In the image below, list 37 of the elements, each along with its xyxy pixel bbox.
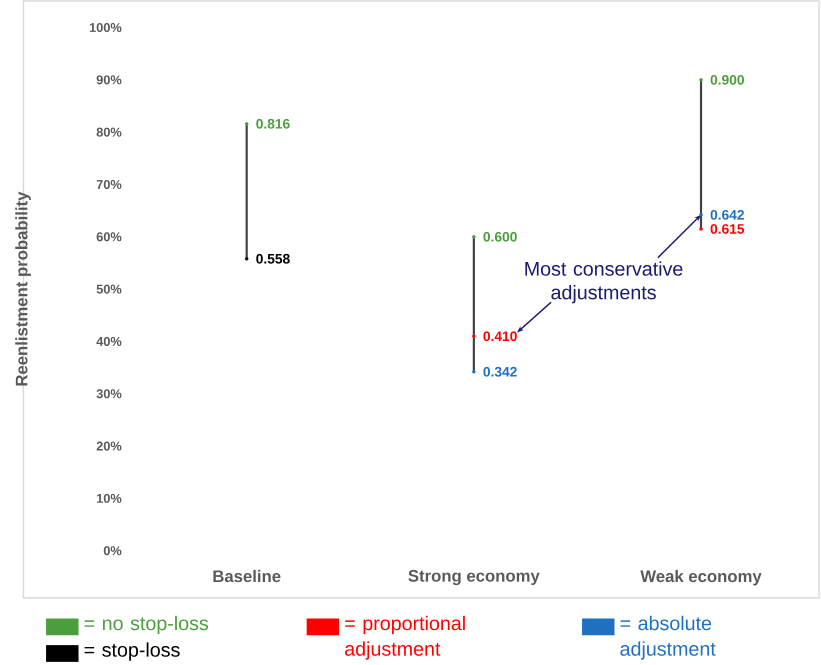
legend-label: = no stop-loss [84, 616, 208, 634]
y-tick-label: 0% [104, 546, 122, 556]
data-label: 0.900 [710, 75, 744, 85]
x-tick-label: Baseline [213, 570, 280, 582]
y-tick-label: 10% [96, 494, 122, 504]
y-tick-label: 30% [96, 389, 122, 398]
legend-label: = stop-loss [84, 642, 180, 661]
point [472, 235, 476, 239]
point [472, 334, 476, 338]
legend-label: = proportional adjustment [345, 616, 465, 660]
data-label: 0.342 [483, 367, 517, 377]
data-label: 0.642 [710, 210, 744, 220]
data-label: 0.816 [256, 119, 290, 129]
y-tick-label: 80% [96, 128, 122, 137]
point [472, 370, 476, 374]
y-tick-label: 70% [96, 180, 122, 190]
legend-label: = absolute adjustment [620, 616, 716, 660]
annotation: Most conservative adjustments [525, 261, 682, 304]
x-tick-label: Weak economy [640, 570, 762, 586]
data-label: 0.615 [710, 224, 744, 234]
point [699, 78, 703, 82]
y-tick-label: 90% [96, 75, 122, 84]
y-tick-label: 100% [90, 23, 122, 32]
y-axis-title: Reenlistment probability [15, 192, 31, 386]
y-tick-label: 60% [96, 232, 122, 242]
y-tick-label: 20% [96, 442, 122, 451]
x-tick-label: Strong economy [408, 570, 540, 586]
data-label: 0.410 [483, 331, 517, 342]
y-tick-label: 40% [96, 337, 122, 346]
data-label: 0.600 [483, 232, 517, 242]
point [244, 257, 248, 261]
bar [246, 124, 248, 259]
point [699, 227, 703, 231]
y-tick-label: 50% [96, 284, 122, 294]
point [244, 122, 248, 126]
data-label: 0.558 [256, 254, 290, 264]
point [699, 213, 703, 217]
